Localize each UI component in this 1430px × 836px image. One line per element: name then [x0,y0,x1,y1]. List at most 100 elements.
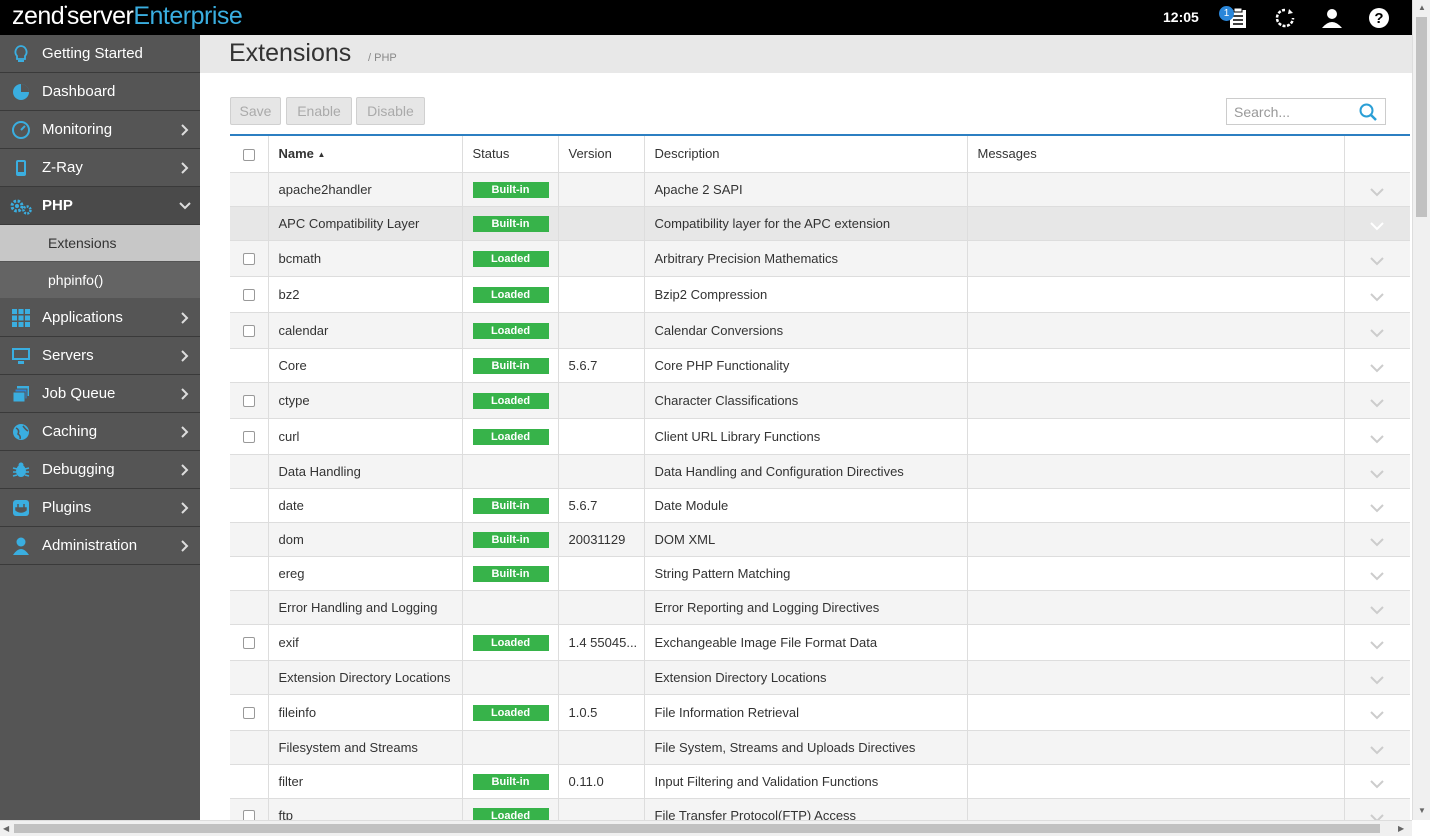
status-badge: Built-in [472,357,549,374]
cell-version [558,556,645,591]
table-row[interactable]: ftp Loaded File Transfer Protocol(FTP) Acc… [230,798,1410,820]
table-row[interactable]: bz2 Loaded Bzip2 Compression [230,276,1410,313]
table-row[interactable]: fileinfo Loaded 1.0.5 File Information Retr… [230,694,1410,731]
sidebar-item-job-queue[interactable]: Job Queue [0,375,200,413]
table-row[interactable]: calendar Loaded Calendar Conversions [230,312,1410,349]
refresh-icon[interactable] [1274,7,1296,29]
scroll-up-arrow-icon[interactable]: ▲ [1418,3,1426,12]
user-account-icon[interactable] [1321,7,1343,29]
vertical-scroll-thumb[interactable] [1416,17,1427,217]
monitor-icon [0,347,42,365]
sidebar-item-getting-started[interactable]: Getting Started [0,35,200,73]
chevron-down-icon[interactable] [1370,746,1384,755]
horizontal-scrollbar[interactable]: ◀ ▶ [0,820,1412,836]
chevron-down-icon[interactable] [1370,641,1384,650]
help-icon[interactable]: ? [1368,7,1390,29]
sidebar-item-caching[interactable]: Caching [0,413,200,451]
select-all-checkbox[interactable] [242,148,255,161]
status-badge: Built-in [472,531,549,548]
row-checkbox[interactable] [242,395,255,408]
chevron-down-icon[interactable] [1370,572,1384,581]
chevron-down-icon[interactable] [1370,676,1384,685]
table-row[interactable]: APC Compatibility Layer Built-in Compatibi… [230,206,1410,241]
table-row[interactable]: apache2handler Built-in Apache 2 SAPI [230,172,1410,207]
table-row[interactable]: exif Loaded 1.4 55045... Exchangeable Image… [230,624,1410,661]
table-row[interactable]: Extension Directory Locations Extension D… [230,660,1410,695]
chevron-down-icon[interactable] [1370,470,1384,479]
search-icon[interactable] [1359,103,1377,124]
chevron-down-icon[interactable] [1370,504,1384,513]
zend-server-logo[interactable]: zend•serverEnterprise [12,2,243,30]
save-button[interactable]: Save [230,97,281,125]
row-expand-cell [1344,240,1410,277]
table-row[interactable]: Core Built-in 5.6.7 Core PHP Functionality [230,348,1410,383]
chevron-down-icon[interactable] [1370,538,1384,547]
row-checkbox[interactable] [242,431,255,444]
chevron-down-icon[interactable] [1370,364,1384,373]
table-row[interactable]: filter Built-in 0.11.0 Input Filtering and … [230,764,1410,799]
table-row[interactable]: curl Loaded Client URL Library Functions [230,418,1410,455]
scroll-down-arrow-icon[interactable]: ▼ [1418,806,1426,815]
sidebar-item-plugins[interactable]: Plugins [0,489,200,527]
chevron-down-icon[interactable] [1370,399,1384,408]
table-row[interactable]: ctype Loaded Character Classifications [230,382,1410,419]
chevron-down-icon[interactable] [1370,711,1384,720]
cell-status: Loaded [462,312,559,349]
vertical-scrollbar[interactable]: ▲ ▼ [1412,0,1430,820]
chevron-down-icon[interactable] [1370,293,1384,302]
row-checkbox[interactable] [242,289,255,302]
cell-name: apache2handler [268,172,463,207]
sidebar-item-applications[interactable]: Applications [0,299,200,337]
chevron-down-icon[interactable] [1370,329,1384,338]
disable-button[interactable]: Disable [356,97,425,125]
cell-description: File Information Retrieval [644,694,968,731]
chevron-down-icon[interactable] [1370,435,1384,444]
table-row[interactable]: Data Handling Data Handling and Configura… [230,454,1410,489]
row-checkbox[interactable] [242,637,255,650]
lightbulb-icon [0,44,42,63]
table-row[interactable]: Filesystem and Streams File System, Strea… [230,730,1410,765]
chevron-down-icon[interactable] [1370,222,1384,231]
column-header-description[interactable]: Description [644,136,968,173]
notifications-clipboard-icon[interactable] [1227,7,1249,29]
chevron-down-icon[interactable] [1370,814,1384,820]
chevron-down-icon[interactable] [1370,780,1384,789]
chevron-down-icon[interactable] [1370,188,1384,197]
sidebar-subitem-phpinfo[interactable]: phpinfo() [0,262,200,299]
sidebar-item-debugging[interactable]: Debugging [0,451,200,489]
row-checkbox[interactable] [242,707,255,720]
chevron-down-icon[interactable] [1370,606,1384,615]
sidebar-item-servers[interactable]: Servers [0,337,200,375]
horizontal-scroll-thumb[interactable] [14,824,1380,833]
table-row[interactable]: Error Handling and Logging Error Reportin… [230,590,1410,625]
table-row[interactable]: dom Built-in 20031129 DOM XML [230,522,1410,557]
sidebar-item-monitoring[interactable]: Monitoring [0,111,200,149]
column-header-status[interactable]: Status [462,136,559,173]
row-checkbox[interactable] [242,253,255,266]
breadcrumb[interactable]: / PHP [368,52,397,64]
chevron-down-icon[interactable] [1370,257,1384,266]
notification-count-badge[interactable]: 1 [1219,6,1234,21]
scroll-left-arrow-icon[interactable]: ◀ [3,824,10,833]
column-header-version[interactable]: Version [558,136,645,173]
sidebar-item-administration[interactable]: Administration [0,527,200,565]
sidebar-item-php[interactable]: PHP [0,187,200,225]
sidebar-item-z-ray[interactable]: Z-Ray [0,149,200,187]
cell-messages [967,660,1345,695]
cell-status: Loaded [462,276,559,313]
chevron-right-icon [170,387,200,400]
table-row[interactable]: date Built-in 5.6.7 Date Module [230,488,1410,523]
sidebar-subitem-extensions[interactable]: Extensions [0,225,200,262]
column-header-messages[interactable]: Messages [967,136,1345,173]
column-header-name[interactable]: Name ▲ [268,136,463,173]
row-checkbox[interactable] [242,810,255,820]
table-row[interactable]: bcmath Loaded Arbitrary Precision Mathemat… [230,240,1410,277]
scroll-right-arrow-icon[interactable]: ▶ [1398,824,1405,833]
row-checkbox-cell [230,590,269,625]
row-checkbox[interactable] [242,325,255,338]
sidebar-item-dashboard[interactable]: Dashboard [0,73,200,111]
table-row[interactable]: ereg Built-in String Pattern Matching [230,556,1410,591]
svg-text:?: ? [1374,10,1383,27]
enable-button[interactable]: Enable [286,97,352,125]
search-input[interactable] [1227,99,1352,124]
